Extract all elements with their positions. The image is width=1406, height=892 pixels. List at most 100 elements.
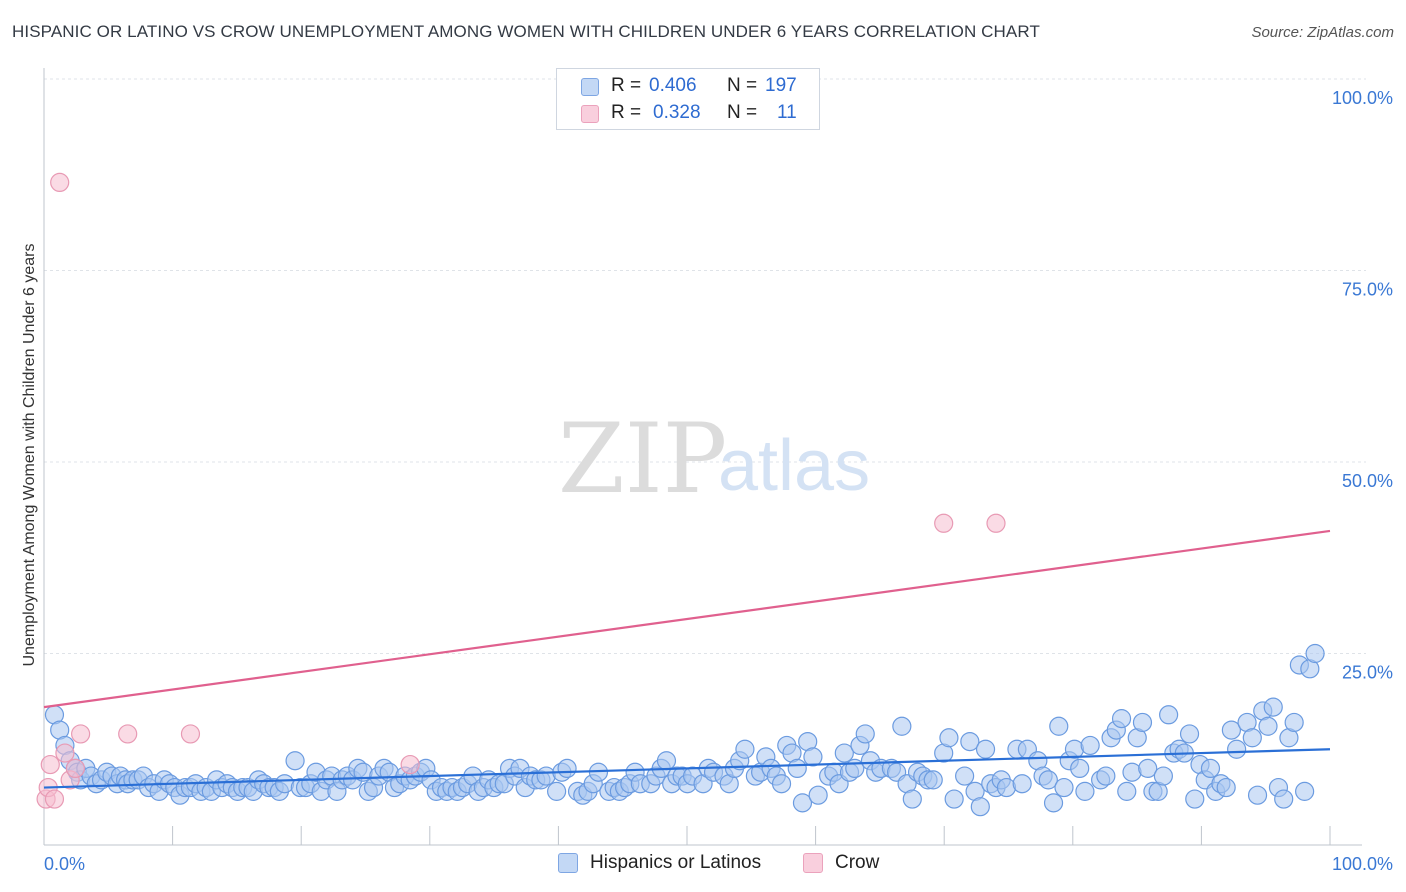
hispanic-point [1227,739,1247,759]
legend-r-label: R = [611,75,642,96]
hispanic-point [855,724,875,744]
hispanic-point [1043,793,1064,813]
hispanic-point [1284,712,1304,733]
hispanic-point [1179,724,1200,744]
legend-n-label: N = [727,102,758,123]
watermark-zip: ZIP [558,403,727,515]
hispanic-point [1221,720,1241,740]
tick-labels: 100.0% 75.0% 50.0% 25.0% 0.0% 100.0% [44,88,1393,874]
stats-legend: R = 0.406 N = 197 R = 0.328 N = 11 [556,68,820,130]
hispanic-point [944,789,964,809]
crow-trend-line [43,529,1331,709]
hispanic-point [1258,716,1278,736]
hispanic-point [557,758,577,779]
crow-point [180,724,201,744]
hispanic-trend-line [43,748,1331,789]
hispanic-point [975,739,996,759]
hispanic-point [1274,789,1294,809]
bottom-legend-swatch-hispanics [558,853,578,873]
crow-point [986,513,1006,533]
hispanic-point [656,751,677,771]
crow-point [44,789,65,809]
hispanic-point [735,739,755,759]
source-label: Source: ZipAtlas.com [1251,24,1394,41]
hispanic-point [955,766,975,786]
hispanic-point [1138,758,1158,779]
hispanic-point [1111,709,1132,729]
hispanic-point [536,766,556,786]
hispanic-point [1185,789,1205,809]
crow-point [50,172,70,193]
y-tick-label: 75.0% [1342,280,1393,300]
legend-n-value: 197 [765,75,797,96]
y-tick-label: 100.0% [1332,88,1393,108]
crow-point [400,754,420,775]
hispanic-point [1132,712,1153,733]
watermark: ZIP atlas [558,403,870,515]
bottom-legend-label: Hispanics or Latinos [590,852,762,873]
hispanic-point [1216,777,1236,798]
hispanic-point [834,743,854,763]
hispanic-point [923,770,943,790]
hispanic-point [1159,705,1179,725]
hispanic-point [1080,735,1100,756]
hispanic-point [1096,766,1116,786]
crow-point [71,724,91,744]
data-points [36,172,1325,817]
hispanic-point [808,785,828,805]
hispanic-point [1012,774,1032,794]
hispanic-point [1054,777,1074,798]
crow-point [55,743,75,763]
grid-lines [44,78,1366,654]
hispanic-point [1075,781,1095,801]
bottom-legend-label: Crow [835,852,880,873]
hispanic-point [1049,716,1069,736]
hispanic-point [902,789,922,809]
hispanic-point [803,747,823,767]
y-tick-label: 25.0% [1342,663,1393,683]
hispanic-point [1263,697,1283,717]
hispanic-point [1070,758,1090,779]
hispanic-point [1117,781,1137,801]
axes [43,68,1362,846]
hispanic-point [1153,766,1173,786]
hispanic-point [1038,770,1058,790]
crow-point [40,754,60,775]
hispanic-point [1064,739,1085,759]
legend-n-label: N = [727,75,758,96]
bottom-legend-swatch-crow [803,853,823,873]
trend-lines [43,529,1331,789]
hispanic-point [996,777,1017,798]
legend-swatch-hispanics [581,78,599,96]
crow-point [934,513,954,533]
hispanic-point [892,716,912,736]
crow-point [118,724,138,744]
x-tick-label: 100.0% [1332,854,1393,874]
hispanic-point [792,793,813,813]
hispanic-point [1200,758,1221,779]
hispanic-point [547,781,567,801]
hispanic-point [1295,781,1315,801]
legend-swatch-crow [581,105,599,123]
legend-r-label: R = [611,102,642,123]
hispanic-point [1122,762,1142,782]
hispanic-point [1247,785,1268,805]
chart-title: HISPANIC OR LATINO VS CROW UNEMPLOYMENT … [12,22,1040,41]
y-tick-label: 50.0% [1342,471,1393,491]
hispanic-point [939,728,959,748]
hispanic-point [275,774,295,794]
crow-point [65,758,85,779]
legend-n-value: 11 [777,102,797,123]
hispanic-point [1242,728,1262,748]
x-tick-label: 0.0% [44,854,85,874]
hispanic-point [787,758,807,779]
hispanic-point [1305,643,1325,664]
hispanic-point [960,731,980,752]
legend-r-value: 0.328 [653,102,701,123]
legend-r-value: 0.406 [649,75,697,96]
hispanic-point [771,774,792,794]
watermark-atlas: atlas [718,426,870,506]
hispanic-point [970,797,990,817]
hispanic-point [285,751,305,771]
